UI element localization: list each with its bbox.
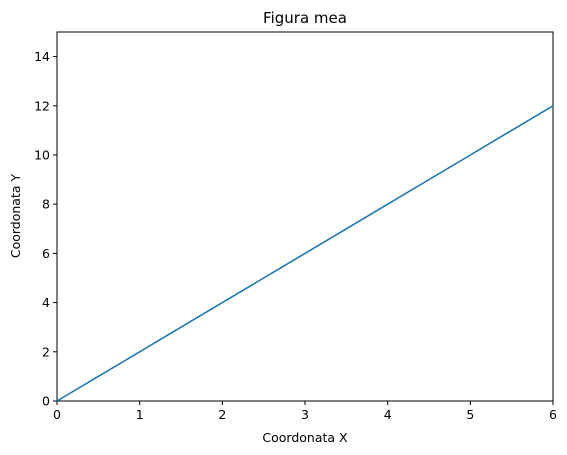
x-axis-title: Coordonata X xyxy=(262,430,348,445)
x-tick-label: 0 xyxy=(53,407,61,422)
x-tick-label: 4 xyxy=(384,407,392,422)
chart-title: Figura mea xyxy=(263,9,347,27)
series-layer xyxy=(56,105,554,402)
x-tick-label: 2 xyxy=(218,407,226,422)
series-line-0 xyxy=(56,105,554,402)
x-tick-label: 3 xyxy=(301,407,309,422)
y-tick-label: 6 xyxy=(42,246,50,261)
y-tick-label: 2 xyxy=(42,344,50,359)
x-tick-label: 5 xyxy=(466,407,474,422)
y-tick-label: 0 xyxy=(42,394,50,409)
y-tick-label: 8 xyxy=(42,197,50,212)
plot-frame xyxy=(56,31,554,402)
y-tick-label: 14 xyxy=(34,49,50,64)
y-tick-label: 10 xyxy=(34,148,50,163)
x-axis-ticks: 0 1 2 3 4 5 6 xyxy=(53,401,557,422)
plot-area xyxy=(56,31,554,402)
y-axis-title: Coordonata Y xyxy=(8,173,23,258)
y-axis-ticks: 0 2 4 6 8 10 12 14 xyxy=(34,49,57,409)
y-tick-label: 4 xyxy=(42,295,50,310)
x-tick-label: 1 xyxy=(136,407,144,422)
y-tick-label: 12 xyxy=(34,98,50,113)
x-tick-label: 6 xyxy=(549,407,557,422)
